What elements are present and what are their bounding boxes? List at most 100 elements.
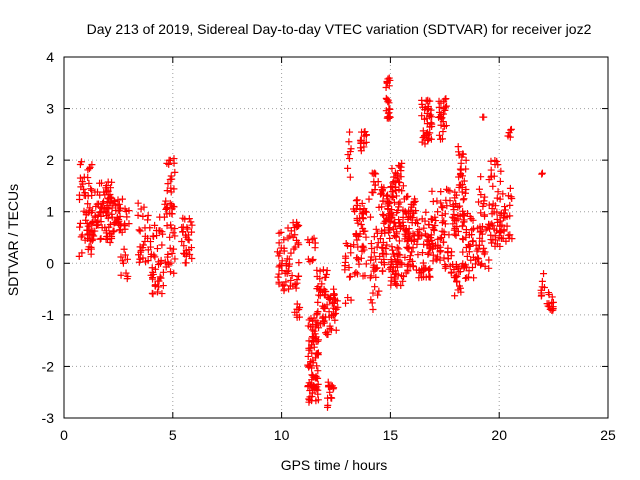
data-point	[479, 113, 487, 121]
data-point	[416, 232, 424, 240]
data-point	[77, 183, 85, 191]
data-point	[443, 202, 451, 210]
data-point	[151, 221, 159, 229]
data-point	[325, 313, 333, 321]
data-point	[442, 196, 450, 204]
data-point	[166, 156, 174, 164]
data-point	[311, 239, 319, 247]
data-point	[171, 255, 179, 263]
data-point	[78, 249, 86, 257]
data-point	[465, 248, 473, 256]
data-point	[305, 362, 313, 370]
data-point	[104, 194, 112, 202]
data-point	[170, 155, 178, 163]
data-point	[413, 240, 421, 248]
data-point	[365, 195, 373, 203]
data-point	[455, 148, 463, 156]
data-point	[323, 403, 331, 411]
data-points	[75, 74, 557, 411]
data-point	[427, 119, 435, 127]
data-point	[538, 277, 546, 285]
data-point	[470, 274, 478, 282]
data-point	[370, 233, 378, 241]
data-point	[275, 270, 283, 278]
data-point	[419, 259, 427, 267]
data-point	[454, 211, 462, 219]
data-point	[346, 173, 354, 181]
data-point	[89, 217, 97, 225]
data-point	[98, 224, 106, 232]
data-point	[341, 266, 349, 274]
data-point	[434, 253, 442, 261]
data-point	[306, 387, 314, 395]
data-point	[314, 319, 322, 327]
data-point	[452, 272, 460, 280]
data-point	[352, 205, 360, 213]
data-point	[419, 127, 427, 135]
data-point	[329, 311, 337, 319]
data-point	[153, 288, 161, 296]
data-point	[393, 174, 401, 182]
data-point	[454, 264, 462, 272]
data-point	[391, 219, 399, 227]
data-point	[452, 200, 460, 208]
data-point	[438, 211, 446, 219]
data-point	[421, 264, 429, 272]
data-point	[501, 203, 509, 211]
data-point	[425, 221, 433, 229]
data-point	[452, 191, 460, 199]
data-point	[428, 215, 436, 223]
data-point	[278, 257, 286, 265]
data-point	[313, 266, 321, 274]
data-point	[409, 244, 417, 252]
y-tick-label: -3	[42, 410, 55, 426]
data-point	[418, 112, 426, 120]
data-point	[91, 213, 99, 221]
data-point	[117, 271, 125, 279]
data-point	[357, 147, 365, 155]
data-point	[286, 232, 294, 240]
data-point	[379, 210, 387, 218]
data-point	[459, 222, 467, 230]
data-point	[97, 234, 105, 242]
data-point	[423, 236, 431, 244]
data-point	[316, 267, 324, 275]
data-point	[314, 367, 322, 375]
data-point	[326, 324, 334, 332]
data-point	[325, 294, 333, 302]
data-point	[320, 319, 328, 327]
data-point	[384, 191, 392, 199]
data-point	[89, 235, 97, 243]
data-point	[436, 135, 444, 143]
data-point	[538, 169, 546, 177]
data-point	[497, 167, 505, 175]
data-point	[463, 252, 471, 260]
data-point	[165, 260, 173, 268]
data-point	[489, 182, 497, 190]
x-tick-label: 25	[600, 427, 616, 443]
data-point	[149, 268, 157, 276]
data-point	[97, 218, 105, 226]
data-point	[294, 239, 302, 247]
data-point	[406, 262, 414, 270]
data-point	[505, 234, 513, 242]
data-point	[83, 226, 91, 234]
data-point	[93, 200, 101, 208]
data-point	[475, 185, 483, 193]
data-point	[368, 299, 376, 307]
data-point	[435, 113, 443, 121]
data-point	[314, 298, 322, 306]
data-point	[415, 226, 423, 234]
data-point	[342, 299, 350, 307]
data-point	[422, 208, 430, 216]
y-tick-label: 1	[46, 204, 54, 220]
data-point	[545, 303, 553, 311]
data-point	[187, 218, 195, 226]
data-point	[378, 250, 386, 258]
data-point	[440, 105, 448, 113]
data-point	[388, 164, 396, 172]
data-point	[100, 188, 108, 196]
data-point	[408, 248, 416, 256]
data-point	[188, 221, 196, 229]
data-point	[162, 197, 170, 205]
